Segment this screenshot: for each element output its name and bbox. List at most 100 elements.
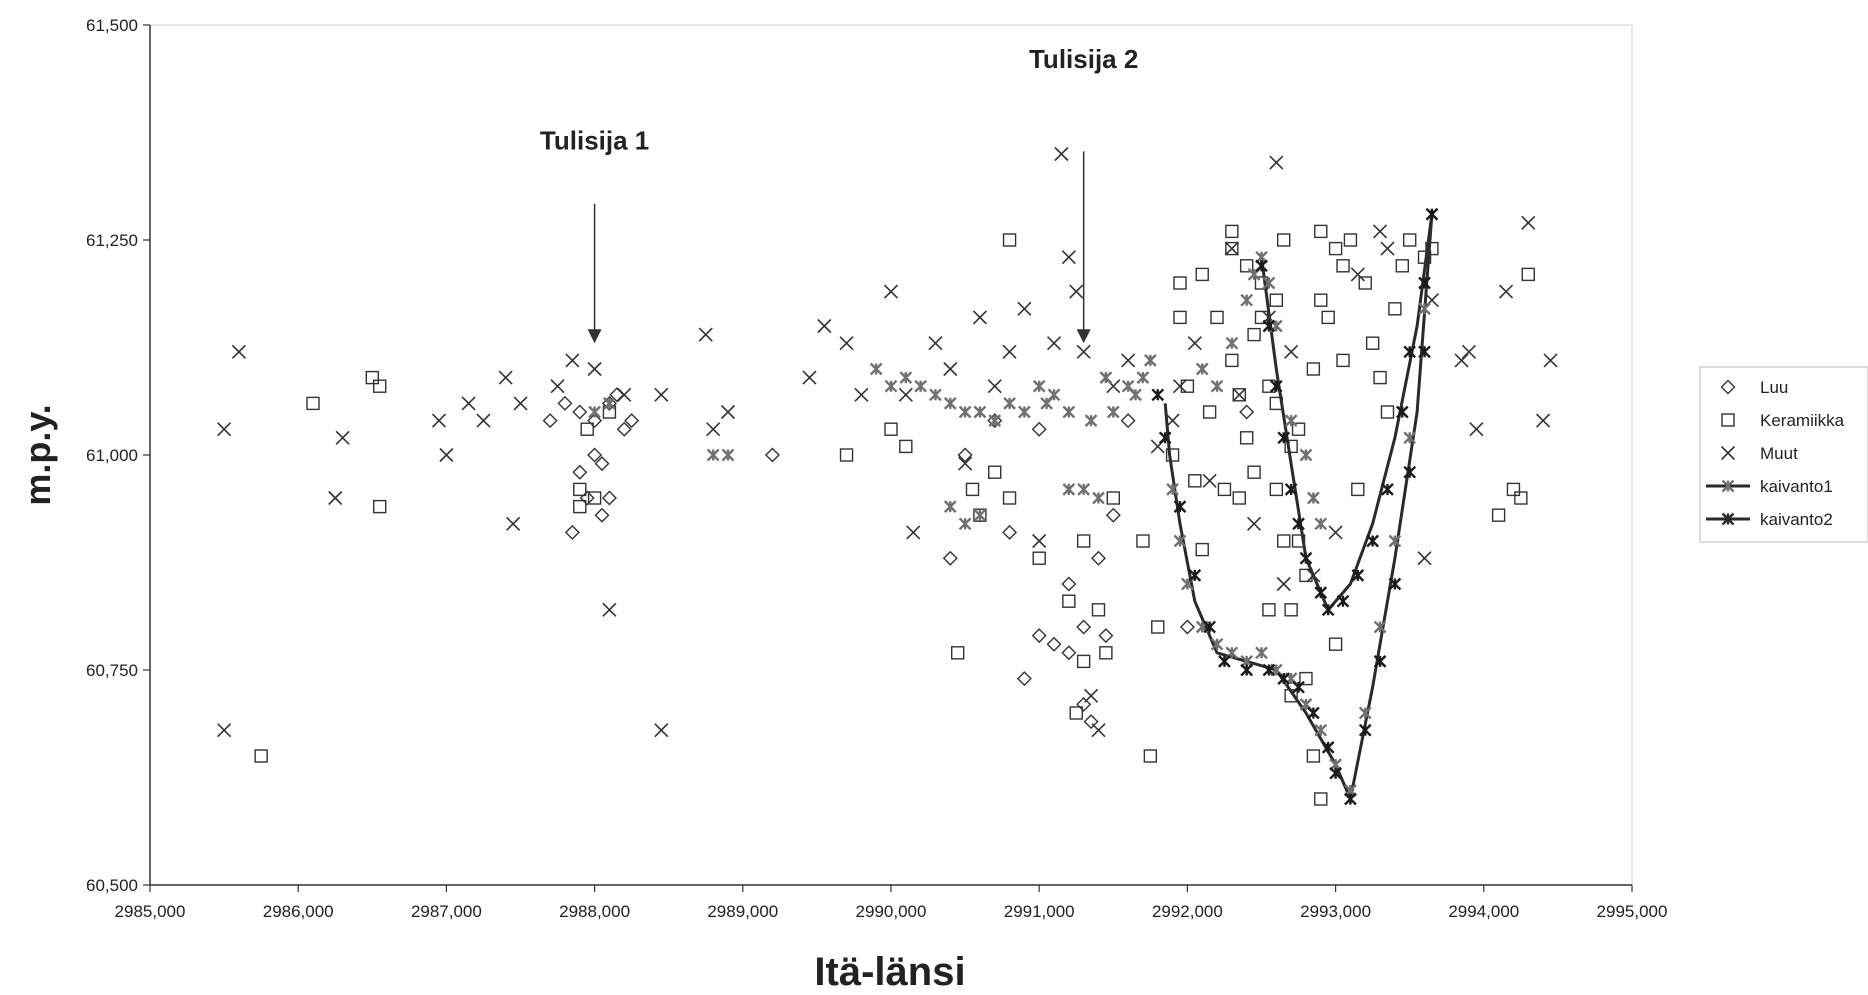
- x-tick-label: 2986,000: [263, 902, 334, 921]
- Muut-point: [1017, 301, 1032, 316]
- Muut-point: [1521, 215, 1536, 230]
- kaivanto2-point: [1344, 792, 1357, 806]
- kaivanto2-point: [1277, 431, 1291, 445]
- kaivanto1-point: [1210, 637, 1224, 651]
- Keramiikka-point: [1210, 310, 1224, 325]
- Muut-point: [1091, 723, 1106, 738]
- Muut-point: [898, 387, 913, 402]
- Muut-point: [854, 387, 869, 402]
- kaivanto2-point: [1188, 569, 1202, 582]
- kaivanto2-line: [1260, 214, 1434, 613]
- Luu-point: [587, 413, 603, 429]
- x-tick-label: 2987,000: [411, 902, 482, 921]
- kaivanto1-point: [1314, 517, 1328, 531]
- Keramiikka-point: [1373, 370, 1387, 385]
- Luu-point: [1239, 404, 1255, 420]
- Keramiikka-point: [1032, 551, 1046, 565]
- Keramiikka-point: [1358, 276, 1372, 290]
- series-kaivanto2: [1151, 207, 1439, 806]
- Muut-point: [506, 516, 521, 531]
- kaivanto2-point: [1240, 663, 1254, 677]
- Keramiikka-point: [1173, 310, 1187, 325]
- kaivanto2-point: [1351, 569, 1365, 582]
- Keramiikka-point: [1491, 508, 1506, 522]
- Luu-point: [942, 550, 958, 566]
- legend-label: Muut: [1760, 444, 1798, 463]
- Keramiikka-point: [365, 370, 379, 385]
- annotations: Tulisija 1 Tulisija 2: [540, 44, 1138, 344]
- y-tick-label: 61,000: [86, 446, 138, 465]
- kaivanto1-point: [1358, 706, 1372, 720]
- kaivanto2-point: [1262, 663, 1276, 677]
- kaivanto2-point: [1292, 517, 1305, 531]
- Keramiikka-point: [1232, 388, 1246, 402]
- Keramiikka-point: [899, 439, 913, 454]
- series-Keramiikka: [254, 224, 1535, 806]
- Muut-point: [720, 404, 736, 420]
- Muut-point: [1536, 413, 1551, 428]
- Keramiikka-point: [1314, 293, 1328, 307]
- kaivanto1-point: [943, 397, 957, 410]
- Keramiikka-point: [1284, 689, 1298, 703]
- series-layer: [217, 146, 1558, 806]
- kaivanto1-point: [1388, 534, 1402, 548]
- legend-asterisk-icon: [1721, 512, 1735, 526]
- Keramiikka-point: [973, 508, 987, 522]
- Muut-point: [1165, 413, 1180, 428]
- x-tick-label: 2995,000: [1597, 902, 1668, 921]
- Keramiikka-point: [1173, 276, 1187, 290]
- Keramiikka-point: [1380, 405, 1395, 419]
- Muut-point: [943, 361, 958, 377]
- series-kaivanto1: [588, 207, 1439, 797]
- Keramiikka-point: [1232, 491, 1246, 505]
- kaivanto1-point: [1047, 388, 1061, 402]
- Keramiikka-point: [1262, 603, 1276, 617]
- Muut-point: [1498, 284, 1514, 299]
- legend-x-icon: [1720, 445, 1736, 461]
- Muut-point: [217, 422, 232, 437]
- kaivanto2-point: [1321, 741, 1335, 754]
- kaivanto1-point: [1121, 379, 1135, 393]
- annotation-label: Tulisija 1: [540, 126, 649, 156]
- Muut-point: [1269, 155, 1284, 170]
- kaivanto2-point: [1321, 603, 1335, 617]
- Luu-point: [587, 447, 603, 463]
- Muut-point: [1121, 353, 1136, 368]
- Muut-point: [1187, 336, 1202, 351]
- kaivanto1-point: [869, 362, 883, 376]
- Keramiikka-point: [884, 422, 898, 436]
- legend-label: kaivanto1: [1760, 477, 1833, 496]
- Keramiikka-point: [1514, 491, 1528, 505]
- Keramiikka-point: [1202, 405, 1217, 419]
- legend-label: Luu: [1760, 378, 1788, 397]
- Keramiikka-point: [1328, 637, 1343, 651]
- kaivanto1-point: [1195, 362, 1209, 376]
- kaivanto1-point: [1062, 405, 1076, 419]
- Muut-point: [1461, 344, 1477, 359]
- kaivanto1-point: [1062, 483, 1076, 496]
- Keramiikka-point: [1239, 259, 1254, 273]
- Muut-point: [231, 344, 246, 359]
- Luu-point: [572, 464, 588, 480]
- Luu-point: [579, 490, 595, 506]
- Luu-point: [957, 447, 973, 463]
- kaivanto2-point: [1203, 620, 1216, 634]
- Keramiikka-point: [1165, 448, 1180, 462]
- Keramiikka-point: [1143, 749, 1158, 763]
- Keramiikka-point: [1151, 620, 1165, 634]
- Luu-point: [594, 507, 610, 523]
- Keramiikka-point: [988, 465, 1002, 479]
- Muut-point: [1232, 387, 1247, 402]
- Muut-point: [906, 525, 921, 540]
- legend-item: Muut: [1720, 444, 1798, 463]
- Muut-point: [1247, 516, 1262, 531]
- kaivanto1-point: [603, 397, 616, 410]
- kaivanto1-point: [884, 379, 898, 393]
- Keramiikka-point: [1306, 362, 1321, 376]
- Muut-point: [1328, 525, 1343, 540]
- legend-square-icon: [1721, 413, 1735, 427]
- kaivanto2-point: [1418, 345, 1431, 359]
- kaivanto1-point: [706, 448, 720, 462]
- Luu-point: [1105, 507, 1121, 523]
